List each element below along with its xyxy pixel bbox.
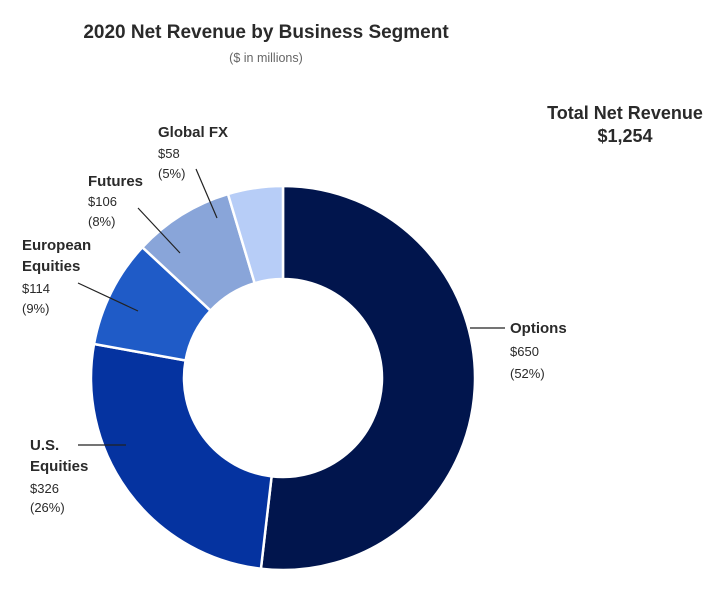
slice-label-european-equities: Equities xyxy=(22,258,80,275)
slice-value-options: $650 xyxy=(510,344,539,359)
slice-label-futures: Futures xyxy=(88,173,143,190)
slice-label-u-s-equities: U.S. xyxy=(30,437,59,454)
total-label: Total Net Revenue xyxy=(547,103,703,123)
slice-percent-european-equities: (9%) xyxy=(22,301,49,316)
slice-percent-options: (52%) xyxy=(510,366,545,381)
slice-label-european-equities: European xyxy=(22,237,91,254)
slice-options xyxy=(259,184,477,572)
total-net-revenue: Total Net Revenue $1,254 xyxy=(530,102,717,148)
chart-title: 2020 Net Revenue by Business Segment xyxy=(83,22,449,43)
slice-value-u-s-equities: $326 xyxy=(30,481,59,496)
slice-global-fx xyxy=(226,184,285,285)
leader-line-global-fx xyxy=(195,168,218,219)
slice-label-global-fx: Global FX xyxy=(158,124,228,141)
slice-percent-global-fx: (5%) xyxy=(158,166,185,181)
slice-percent-futures: (8%) xyxy=(88,214,115,229)
chart-subtitle: ($ in millions) xyxy=(229,51,303,65)
slice-value-futures: $106 xyxy=(88,194,117,209)
slice-label-u-s-equities: Equities xyxy=(30,458,88,475)
slice-percent-u-s-equities: (26%) xyxy=(30,500,65,515)
slice-u-s-equities xyxy=(89,342,274,571)
leader-line-futures xyxy=(137,207,181,254)
slice-value-global-fx: $58 xyxy=(158,146,180,161)
slice-value-european-equities: $114 xyxy=(22,281,50,296)
total-value: $1,254 xyxy=(597,126,653,146)
leader-line-european-equities xyxy=(77,282,139,312)
slice-label-options: Options xyxy=(510,320,567,337)
